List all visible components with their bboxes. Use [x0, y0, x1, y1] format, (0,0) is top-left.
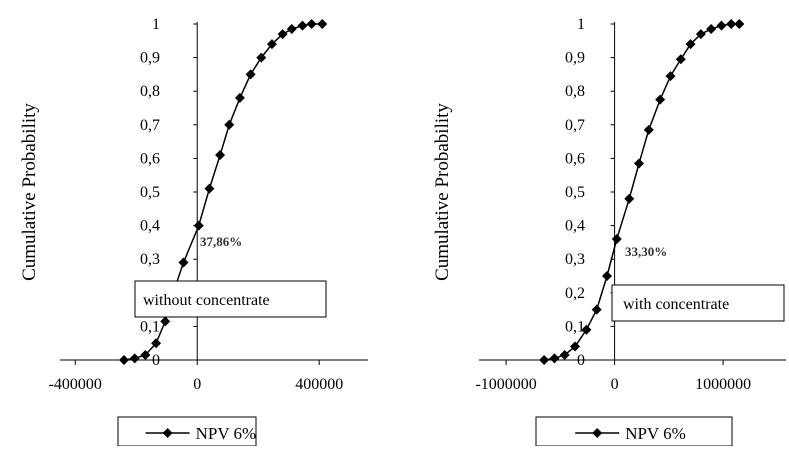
- condition-box: [134, 280, 327, 318]
- data-point: [277, 29, 288, 40]
- data-point: [695, 29, 706, 40]
- y-tick-label: 0: [152, 352, 160, 369]
- y-tick-label: 0,5: [140, 184, 160, 201]
- y-tick-label: 0,5: [565, 184, 585, 201]
- data-point: [675, 54, 686, 65]
- y-tick-label: 0,1: [140, 318, 160, 335]
- data-point: [549, 353, 560, 364]
- data-point: [204, 183, 215, 194]
- data-point: [539, 355, 550, 365]
- data-point: [665, 71, 676, 82]
- y-tick-label: 0,2: [565, 285, 585, 302]
- data-point: [215, 150, 226, 161]
- legend-label: NPV 6%: [196, 424, 257, 443]
- data-point: [129, 353, 140, 364]
- data-point: [611, 234, 622, 245]
- y-tick-label: 0,4: [565, 218, 585, 235]
- condition-label: with concentrate: [623, 296, 729, 313]
- data-point: [193, 220, 204, 231]
- data-point: [151, 338, 162, 349]
- y-tick-label: 0,7: [140, 117, 160, 134]
- y-tick-label: 0,9: [140, 50, 160, 67]
- chart-panel-1: 00,10,20,30,40,50,60,70,80,91-4000000400…: [19, 16, 368, 447]
- data-point: [178, 257, 189, 268]
- data-point: [306, 19, 317, 29]
- data-point: [726, 19, 737, 29]
- data-point: [602, 271, 613, 281]
- y-tick-label: 0,9: [565, 50, 585, 67]
- data-point: [655, 94, 666, 105]
- data-point: [591, 304, 602, 315]
- data-point: [734, 19, 745, 29]
- data-point: [140, 349, 151, 360]
- data-point: [234, 92, 245, 103]
- y-tick-label: 0,1: [565, 318, 585, 335]
- condition-box: [611, 284, 785, 322]
- data-point: [224, 119, 235, 130]
- legend-marker: [592, 428, 603, 438]
- legend-label: NPV 6%: [625, 424, 686, 443]
- condition-label: without concentrate: [143, 292, 270, 309]
- y-tick-label: 0,4: [140, 218, 160, 235]
- y-tick-label: 0,3: [565, 251, 585, 268]
- data-point: [559, 349, 570, 360]
- x-tick-label: -1000000: [475, 376, 536, 393]
- data-point: [634, 158, 645, 169]
- data-point: [245, 69, 256, 80]
- y-tick-label: 1: [577, 16, 585, 33]
- annotation-label: 33,30%: [625, 244, 667, 259]
- data-point: [119, 355, 130, 365]
- data-point: [706, 24, 717, 35]
- data-point: [266, 39, 277, 50]
- chart-panel-2: 0 0,1 0,2 0,3 0,4 0,5 0,6 0,7 0,8 0,9 1 -1000000 0 10…: [432, 16, 786, 447]
- data-point: [286, 24, 297, 35]
- y-axis-label: Cumulative Probability: [19, 103, 40, 281]
- data-point: [297, 20, 308, 31]
- y-tick-label: 0: [577, 352, 585, 369]
- y-tick-label: 0,3: [140, 251, 160, 268]
- data-point: [685, 39, 696, 50]
- y-tick-label: 0,7: [565, 117, 585, 134]
- y-tick-label: 0,8: [140, 83, 160, 100]
- data-point: [160, 316, 171, 327]
- data-point: [643, 124, 654, 135]
- data-point: [624, 193, 635, 204]
- x-tick-label: 400000: [295, 376, 343, 393]
- y-tick-label: 0,6: [140, 150, 160, 167]
- annotation-label: 37,86%: [200, 234, 242, 249]
- legend-marker: [162, 428, 173, 438]
- y-tick-label: 0,8: [565, 83, 585, 100]
- data-point: [317, 19, 328, 29]
- data-point: [256, 52, 267, 63]
- y-axis-label: Cumulative Probability: [432, 103, 453, 281]
- x-tick-label: -400000: [49, 376, 102, 393]
- y-tick-label: 0,6: [565, 150, 585, 167]
- data-point: [570, 341, 581, 352]
- y-tick-label: 1: [152, 16, 160, 33]
- legend-box: [535, 416, 733, 447]
- x-tick-label: 0: [611, 376, 619, 393]
- x-tick-label: 0: [193, 376, 201, 393]
- data-point: [581, 324, 592, 335]
- data-point: [716, 20, 727, 31]
- x-tick-label: 1000000: [695, 376, 751, 393]
